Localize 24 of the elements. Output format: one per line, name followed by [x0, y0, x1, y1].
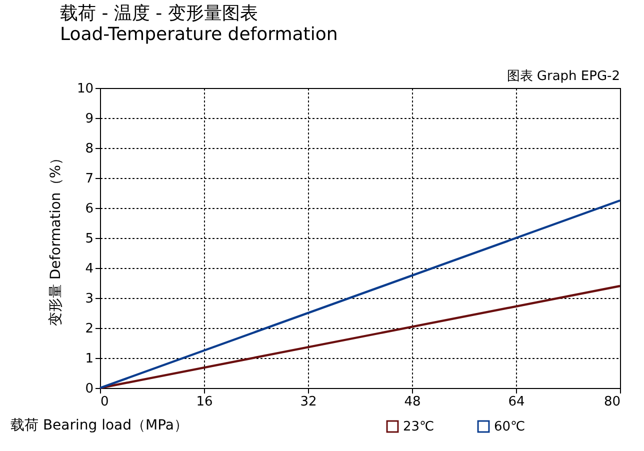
x-tick-label: 32	[300, 394, 317, 410]
y-tick-label: 7	[85, 172, 94, 186]
y-tick-label: 5	[85, 232, 94, 246]
text: 图表 Graph EPG-2	[506, 69, 620, 84]
y-tick-label: 8	[85, 142, 94, 156]
chart-subtitle: Load-Temperature deformation	[60, 24, 338, 45]
x-tick-label: 80	[604, 394, 620, 410]
y-tick-label: 9	[85, 112, 94, 126]
x-tick-label: 0	[100, 394, 109, 410]
y-axis-title: 变形量 Deformation（%）	[48, 150, 64, 326]
legend-label: 60℃	[494, 420, 526, 435]
x-axis-title: 载荷 Bearing load（MPa）	[10, 418, 188, 434]
legend-label: 23℃	[403, 420, 434, 435]
y-tick-label: 6	[85, 202, 94, 216]
y-tick-label: 3	[85, 292, 94, 306]
y-tick-label: 0	[85, 382, 94, 396]
x-tick-label: 16	[196, 394, 213, 410]
y-tick-label: 1	[85, 352, 94, 366]
x-tick-label: 64	[508, 394, 525, 410]
chart-title: 载荷 - 温度 - 变形量图表	[60, 3, 258, 24]
x-tick-label: 48	[404, 394, 421, 410]
y-tick-label: 4	[85, 262, 94, 276]
y-tick-label: 10	[76, 82, 94, 96]
y-tick-label: 2	[85, 322, 94, 336]
